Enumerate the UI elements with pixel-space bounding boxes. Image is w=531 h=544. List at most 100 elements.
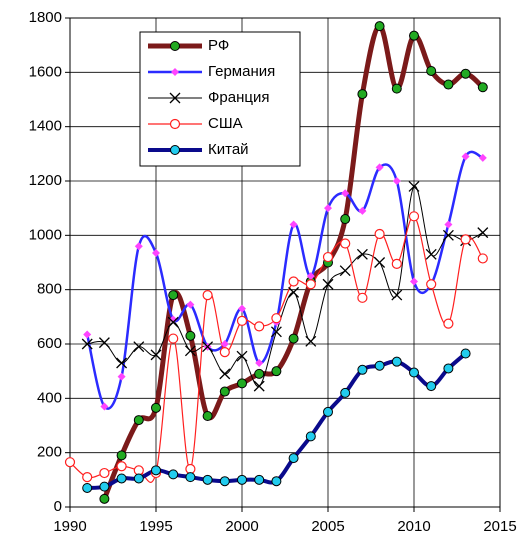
marker (151, 465, 161, 476)
y-tick-label: 200 (37, 444, 62, 461)
marker (185, 472, 196, 483)
x-tick-label: 2005 (311, 518, 344, 535)
legend-label: Франция (208, 89, 269, 106)
marker (443, 363, 454, 374)
marker (288, 453, 299, 464)
marker (374, 360, 385, 371)
marker (99, 493, 110, 504)
x-tick-label: 2000 (225, 518, 258, 535)
marker (116, 450, 127, 461)
marker (133, 415, 144, 426)
x-tick-label: 1995 (139, 518, 172, 535)
marker (392, 177, 401, 185)
marker (477, 227, 489, 239)
marker (323, 406, 333, 417)
marker (271, 313, 282, 324)
marker (409, 367, 419, 378)
marker (83, 330, 92, 339)
legend-label: Германия (208, 63, 275, 80)
y-tick-label: 1400 (29, 118, 62, 135)
marker (169, 315, 178, 324)
marker (220, 340, 229, 348)
legend-box (139, 31, 301, 167)
marker (478, 153, 487, 162)
marker (426, 279, 437, 290)
marker (288, 276, 299, 287)
marker (391, 289, 403, 301)
marker (408, 211, 420, 222)
legend-label: РФ (208, 37, 229, 54)
marker (270, 326, 282, 338)
legend: РФ Германия Франция США Китай (139, 31, 301, 167)
marker (375, 163, 384, 172)
marker (254, 474, 265, 485)
marker (236, 315, 248, 327)
marker (202, 341, 214, 353)
marker (460, 234, 471, 245)
marker (116, 461, 127, 472)
marker (322, 278, 334, 290)
marker (99, 467, 110, 479)
marker (410, 277, 418, 286)
marker (151, 402, 161, 413)
series-line (69, 215, 484, 483)
marker (289, 220, 298, 229)
marker (238, 304, 246, 313)
marker (184, 345, 196, 357)
legend-label: США (208, 115, 243, 132)
marker (288, 333, 299, 344)
legend-marker (169, 118, 181, 130)
marker (444, 220, 453, 229)
y-tick-label: 1000 (29, 226, 62, 243)
marker (340, 387, 351, 398)
marker (340, 238, 351, 249)
marker (305, 431, 316, 442)
marker (357, 364, 368, 375)
marker (98, 337, 110, 349)
marker (254, 321, 265, 332)
marker (116, 473, 127, 484)
marker (117, 372, 126, 381)
marker (64, 457, 76, 468)
marker (133, 341, 145, 353)
plot-frame (69, 17, 501, 508)
marker (168, 469, 179, 480)
marker (82, 472, 93, 483)
marker (305, 335, 317, 347)
marker (409, 30, 419, 41)
marker (150, 349, 162, 361)
marker (341, 189, 350, 198)
marker (116, 357, 128, 369)
marker (357, 89, 368, 100)
marker (82, 482, 93, 493)
series-line (85, 150, 484, 410)
marker (167, 316, 179, 328)
marker (339, 265, 351, 277)
y-tick-label: 400 (37, 389, 62, 406)
marker (391, 356, 402, 367)
marker (100, 402, 109, 411)
marker (356, 248, 368, 260)
marker (99, 481, 110, 492)
x-tick-label: 2010 (397, 518, 430, 535)
marker (219, 347, 230, 358)
marker (133, 473, 144, 484)
marker (357, 292, 368, 303)
legend-marker (171, 68, 179, 76)
marker (236, 350, 248, 362)
marker (374, 257, 386, 268)
marker (219, 368, 231, 380)
legend-marker (170, 41, 180, 51)
marker (185, 330, 196, 341)
marker (443, 318, 454, 329)
marker (408, 180, 420, 192)
marker (81, 338, 93, 350)
legend-marker (170, 145, 180, 155)
marker (426, 381, 437, 392)
legend-marker (169, 92, 181, 104)
marker (306, 272, 315, 281)
marker (425, 248, 437, 260)
y-tick-label: 600 (37, 335, 62, 352)
marker (460, 68, 471, 79)
